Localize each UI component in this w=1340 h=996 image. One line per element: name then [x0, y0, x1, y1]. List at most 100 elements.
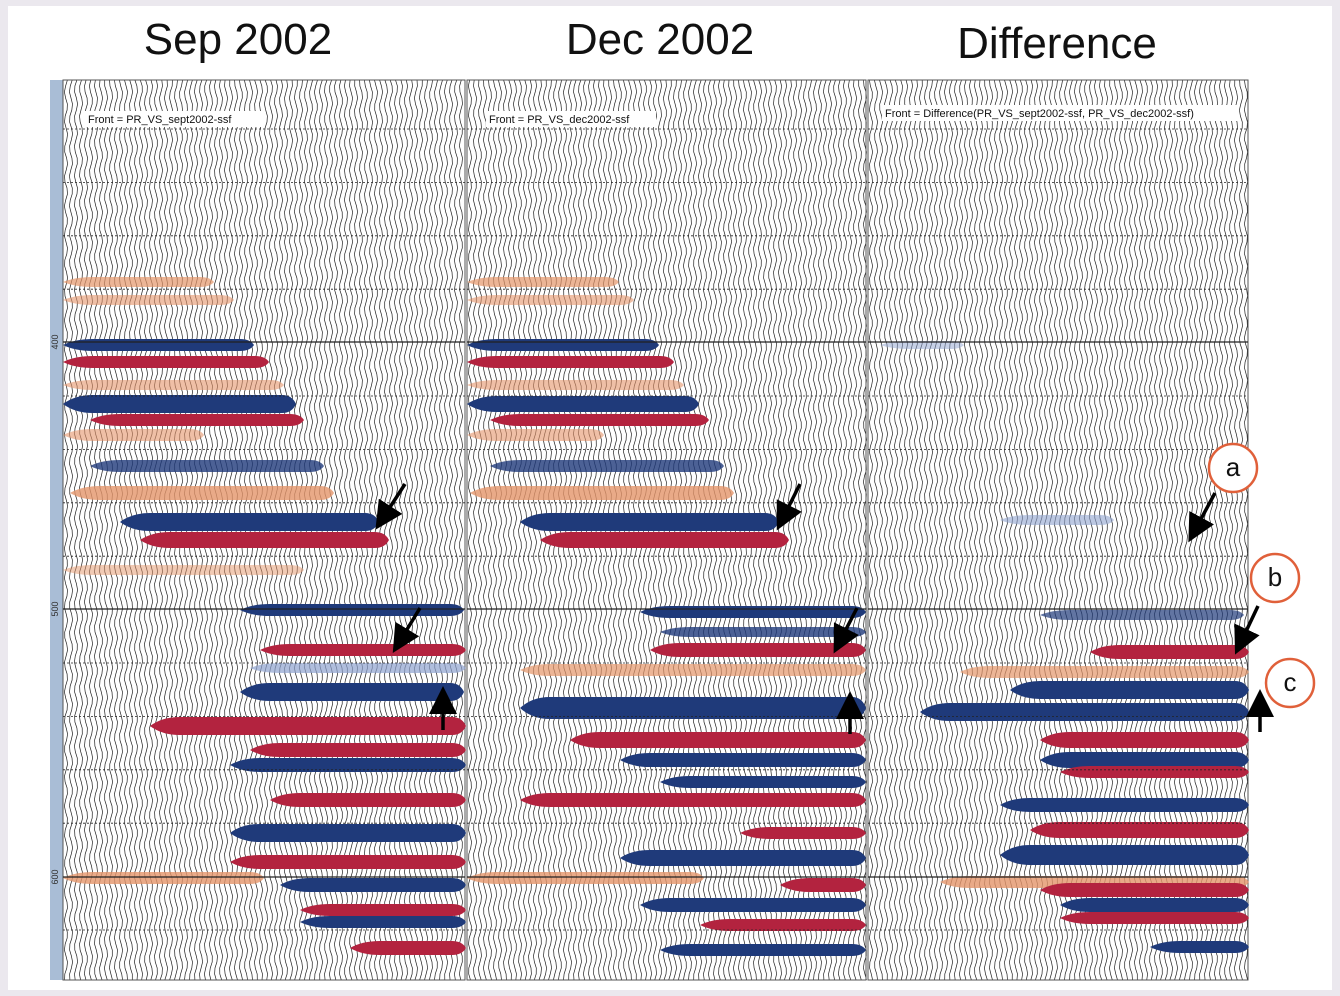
panel-frame — [62, 79, 466, 981]
event — [300, 904, 466, 916]
event — [620, 850, 866, 866]
trace — [919, 79, 923, 981]
panel-frame — [867, 79, 1249, 981]
panel-title: Sep 2002 — [144, 15, 332, 64]
trace — [909, 79, 913, 981]
event — [90, 414, 304, 426]
trace — [74, 79, 78, 981]
event — [240, 683, 464, 701]
event — [620, 753, 866, 767]
trace — [488, 79, 492, 981]
annotation-label: b — [1268, 562, 1282, 592]
event — [1040, 752, 1249, 768]
event — [1000, 798, 1249, 812]
event — [1040, 732, 1249, 748]
event — [470, 486, 734, 500]
trace — [134, 79, 138, 981]
trace — [109, 79, 113, 981]
event — [63, 339, 254, 351]
trace — [999, 79, 1003, 981]
event — [1090, 645, 1249, 659]
event — [230, 855, 466, 869]
event — [520, 697, 866, 719]
trace — [99, 79, 103, 981]
trace — [483, 79, 487, 981]
event — [520, 513, 779, 531]
annotation-circle — [1207, 442, 1259, 494]
trace — [984, 79, 988, 981]
event — [780, 878, 866, 892]
trace — [503, 79, 507, 981]
event — [250, 663, 466, 673]
event — [467, 356, 674, 368]
trace — [89, 79, 93, 981]
trace — [899, 79, 903, 981]
trace — [1014, 79, 1018, 981]
event — [960, 666, 1249, 678]
trace — [949, 79, 953, 981]
trace — [904, 79, 908, 981]
event — [63, 295, 234, 305]
trace — [493, 79, 497, 981]
front-label: Front = PR_VS_sept2002-ssf — [88, 114, 232, 126]
event — [63, 380, 284, 390]
event — [1010, 681, 1249, 699]
trace — [533, 79, 537, 981]
trace — [969, 79, 973, 981]
trace — [84, 79, 88, 981]
event — [230, 824, 466, 842]
event — [660, 627, 866, 637]
panel-frame — [466, 79, 867, 981]
event — [63, 565, 304, 575]
event — [740, 827, 866, 839]
event — [230, 758, 466, 772]
event — [520, 793, 866, 807]
trace — [498, 79, 502, 981]
arrow — [776, 483, 802, 531]
trace — [79, 79, 83, 981]
annotation-circles — [1207, 442, 1316, 709]
trace — [894, 79, 898, 981]
event — [1030, 822, 1249, 838]
event — [520, 664, 866, 676]
event — [140, 532, 389, 548]
trace — [523, 79, 527, 981]
depth-label: 600 — [50, 869, 60, 884]
trace — [934, 79, 938, 981]
event — [490, 414, 709, 426]
event — [250, 743, 466, 757]
front-label: Front = PR_VS_dec2002-ssf — [489, 114, 630, 126]
arrows — [375, 483, 1274, 734]
arrow — [1188, 492, 1217, 543]
trace — [1009, 79, 1013, 981]
event — [660, 776, 866, 788]
event — [1000, 515, 1114, 525]
annotation-circle — [1249, 552, 1301, 604]
trace — [954, 79, 958, 981]
trace — [69, 79, 73, 981]
event — [1060, 898, 1249, 912]
event — [640, 898, 866, 912]
trace — [964, 79, 968, 981]
trace — [104, 80, 108, 981]
trace — [518, 79, 522, 981]
trace — [939, 79, 943, 981]
event — [63, 395, 296, 413]
event — [467, 429, 604, 441]
trace — [929, 79, 933, 981]
event — [640, 606, 866, 618]
trace — [468, 79, 472, 981]
event — [63, 277, 214, 287]
trace — [528, 79, 532, 981]
depth-label: 400 — [50, 334, 60, 349]
trace — [508, 79, 512, 981]
event — [467, 339, 659, 351]
trace — [124, 79, 128, 981]
event — [1060, 912, 1249, 924]
event — [540, 532, 789, 548]
event — [1000, 845, 1249, 865]
trace — [874, 79, 878, 981]
event — [467, 277, 619, 287]
label-background — [84, 111, 264, 127]
